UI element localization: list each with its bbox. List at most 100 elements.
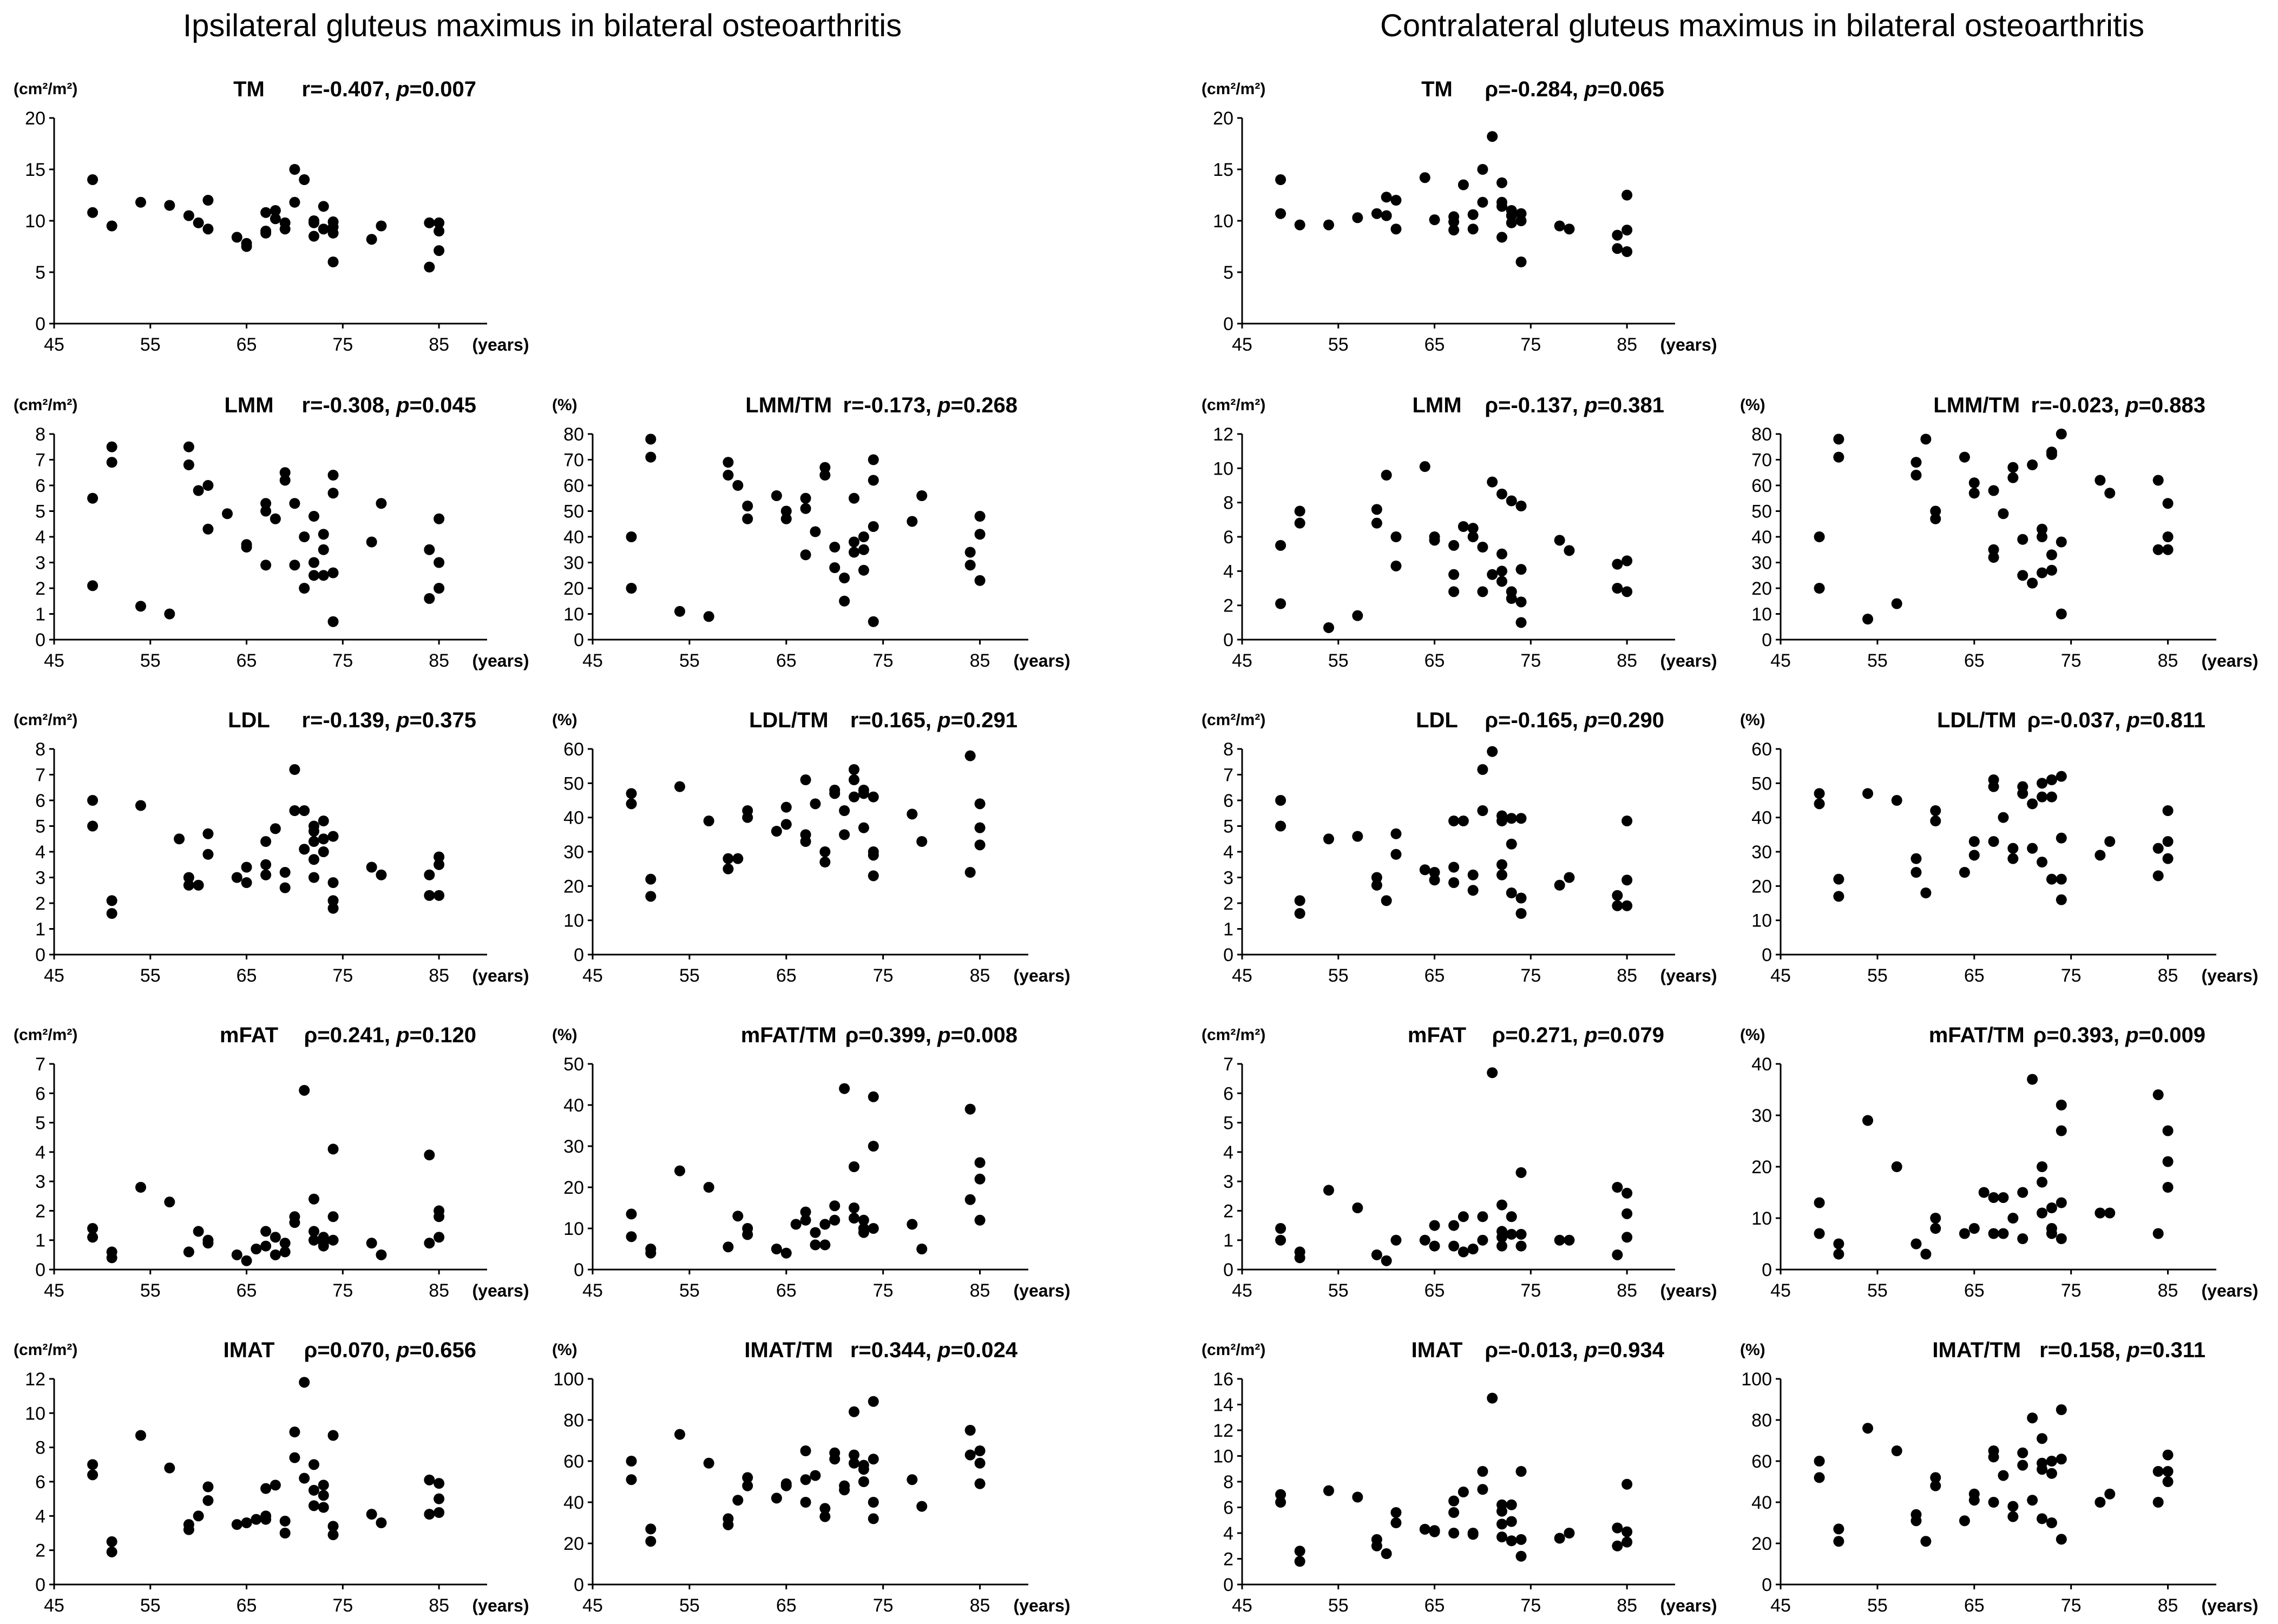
y-tick-label: 7 <box>35 765 45 786</box>
data-point <box>1294 517 1305 529</box>
y-unit-label: (cm²/m²) <box>1202 1341 1265 1359</box>
data-point <box>260 505 272 517</box>
data-point <box>626 583 637 594</box>
data-point <box>790 1219 802 1230</box>
data-point <box>270 513 281 524</box>
data-point <box>1275 208 1286 219</box>
data-point <box>2095 1207 2106 1219</box>
data-point <box>1419 1234 1430 1246</box>
data-point <box>839 1480 850 1491</box>
data-point <box>1930 1213 1941 1224</box>
x-axis-label: (years) <box>2202 1596 2259 1615</box>
data-point <box>829 542 841 553</box>
y-tick-label: 10 <box>563 1219 584 1239</box>
data-point <box>771 1244 782 1254</box>
data-point <box>974 511 986 522</box>
y-tick-label: 3 <box>1223 868 1233 889</box>
data-point <box>327 1211 339 1222</box>
data-point <box>2056 608 2067 620</box>
data-point <box>974 839 986 851</box>
data-point <box>1862 1423 1873 1434</box>
y-tick-label: 20 <box>1751 876 1772 897</box>
data-point <box>1448 540 1460 551</box>
data-point <box>2056 536 2067 548</box>
data-point <box>626 531 637 542</box>
data-point <box>1275 1234 1286 1246</box>
data-point <box>327 1143 339 1155</box>
panel-title: IMAT/TM <box>1932 1338 2021 1362</box>
y-unit-label: (%) <box>552 396 577 414</box>
data-point <box>318 529 329 540</box>
x-tick-label: 55 <box>1328 965 1349 986</box>
correlation-stat: r=0.344, p=0.024 <box>850 1338 1018 1362</box>
y-tick-label: 40 <box>563 527 584 548</box>
data-point <box>366 1509 377 1520</box>
data-point <box>1833 433 1844 445</box>
y-tick-label: 12 <box>25 1369 45 1390</box>
x-tick-label: 55 <box>1867 650 1888 671</box>
data-point <box>202 849 214 860</box>
data-point <box>1487 131 1498 142</box>
data-point <box>1448 569 1460 580</box>
data-point <box>308 570 319 581</box>
x-tick-label: 45 <box>1232 650 1252 671</box>
x-axis-label: (years) <box>1014 966 1071 985</box>
y-tick-label: 3 <box>35 1172 45 1192</box>
data-point <box>2095 850 2106 861</box>
x-tick-label: 45 <box>44 965 64 986</box>
data-point <box>2007 853 2019 864</box>
x-tick-label: 65 <box>776 650 797 671</box>
data-point <box>308 1484 319 1496</box>
data-point <box>868 1141 879 1152</box>
data-point <box>270 823 281 834</box>
x-axis-label: (years) <box>2202 651 2259 670</box>
data-point <box>1506 887 1517 898</box>
data-point <box>829 1454 841 1465</box>
data-point <box>289 498 300 509</box>
y-tick-label: 5 <box>35 262 45 283</box>
data-point <box>241 542 252 553</box>
x-tick-label: 55 <box>1328 1595 1349 1616</box>
data-point <box>434 226 445 236</box>
data-point <box>202 1481 214 1492</box>
data-point <box>2007 462 2019 473</box>
data-point <box>366 1238 377 1249</box>
data-point <box>1998 1192 2009 1203</box>
data-point <box>780 801 792 813</box>
data-point <box>260 207 272 218</box>
data-point <box>645 433 657 445</box>
y-tick-label: 1 <box>35 919 45 940</box>
y-tick-label: 14 <box>1213 1395 1233 1416</box>
data-point <box>135 1430 146 1441</box>
y-tick-label: 10 <box>1213 458 1233 479</box>
data-point <box>849 547 859 558</box>
data-point <box>1458 521 1469 532</box>
data-point <box>106 908 117 919</box>
y-tick-label: 20 <box>1213 108 1233 129</box>
y-tick-label: 20 <box>25 108 45 129</box>
x-tick-label: 85 <box>1617 1595 1637 1616</box>
data-point <box>279 1246 291 1258</box>
data-point <box>106 220 117 232</box>
panel-title: LMM/TM <box>1933 393 2020 417</box>
correlation-stat: ρ=-0.165, p=0.290 <box>1485 708 1664 732</box>
data-point <box>327 1430 339 1441</box>
data-point <box>2017 1187 2028 1198</box>
data-point <box>308 1459 319 1470</box>
data-point <box>366 536 377 548</box>
y-tick-label: 40 <box>1751 1492 1772 1513</box>
data-point <box>1612 1249 1623 1260</box>
data-point <box>1891 598 1902 609</box>
y-tick-label: 0 <box>1762 630 1772 650</box>
x-axis-label: (years) <box>472 335 529 354</box>
y-tick-label: 30 <box>1751 1106 1772 1126</box>
scatter-panel: 0 5 10 15 20 45 55 65 75 85 (years) (cm²/m²) TM ρ=-0.… <box>1202 77 1717 355</box>
data-point <box>819 1219 831 1230</box>
data-point <box>1891 1161 1902 1172</box>
x-tick-label: 55 <box>1867 965 1888 986</box>
panel-title: LMM <box>224 393 273 417</box>
data-point <box>800 503 811 514</box>
y-tick-label: 60 <box>563 739 584 760</box>
data-point <box>858 544 869 555</box>
data-point <box>1381 470 1392 481</box>
